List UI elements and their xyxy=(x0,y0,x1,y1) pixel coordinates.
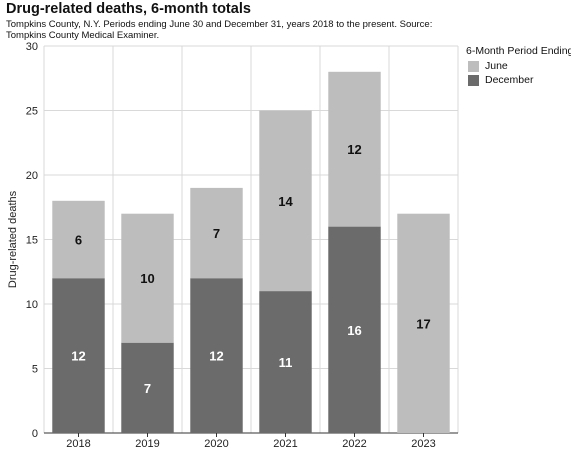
data-label-june-2020: 7 xyxy=(213,226,220,241)
legend-item-june: June xyxy=(466,60,571,72)
y-tick-label: 10 xyxy=(26,299,38,311)
bar-june-2019 xyxy=(121,213,174,343)
y-axis-label: Drug-related deaths xyxy=(7,190,19,288)
axes: 0 5 10 15 20 25 30 Drug-related deaths 2018 2019 2… xyxy=(7,41,458,450)
x-tick-label: 2021 xyxy=(273,438,297,450)
legend-swatch xyxy=(468,60,479,72)
y-tick-label: 25 xyxy=(26,106,38,118)
x-tick-label: 2022 xyxy=(342,438,366,450)
data-label-june-2022: 12 xyxy=(347,142,361,157)
chart-title: Drug-related deaths, 6-month totals xyxy=(6,1,251,17)
y-tick-label: 20 xyxy=(26,170,38,182)
chart-subtitle: Tompkins County, N.Y. Periods ending Jun… xyxy=(6,19,433,41)
bars xyxy=(52,71,450,433)
legend-label: December xyxy=(485,74,534,86)
y-tick-label: 15 xyxy=(26,235,38,247)
data-label-december-2020: 12 xyxy=(209,349,223,364)
x-tick-label: 2023 xyxy=(411,438,435,450)
data-label-december-2019: 7 xyxy=(144,381,151,396)
data-label-december-2022: 16 xyxy=(347,323,361,338)
bar-june-2018 xyxy=(52,200,105,279)
data-label-june-2023: 17 xyxy=(416,316,430,331)
data-label-june-2018: 6 xyxy=(75,233,82,248)
bar-june-2022 xyxy=(328,71,381,227)
bar-june-2021 xyxy=(259,110,312,292)
y-tick-label: 0 xyxy=(32,428,38,440)
y-tick-label: 5 xyxy=(32,364,38,376)
bar-june-2020 xyxy=(190,187,243,279)
y-tick-label: 30 xyxy=(26,41,38,53)
data-label-june-2021: 14 xyxy=(278,194,293,209)
bar-labels: 12 6 7 10 12 7 11 14 16 12 17 xyxy=(71,142,430,396)
legend-title: 6-Month Period Ending xyxy=(466,45,571,57)
legend-label: June xyxy=(485,60,508,72)
bar-december-2018 xyxy=(52,278,105,433)
legend: 6-Month Period Ending June December xyxy=(466,45,571,88)
legend-items: June December xyxy=(466,60,571,86)
bar-december-2020 xyxy=(190,278,243,433)
data-label-december-2018: 12 xyxy=(71,349,85,364)
x-tick-label: 2019 xyxy=(135,438,159,450)
bar-december-2019 xyxy=(121,342,174,433)
x-tick-label: 2018 xyxy=(66,438,90,450)
x-tick-label: 2020 xyxy=(204,438,228,450)
data-label-june-2019: 10 xyxy=(140,271,154,286)
bar-december-2022 xyxy=(328,226,381,433)
data-label-december-2021: 11 xyxy=(279,355,293,370)
legend-item-december: December xyxy=(466,74,571,86)
bar-december-2021 xyxy=(259,291,312,433)
legend-swatch xyxy=(468,74,479,86)
gridlines xyxy=(43,45,459,434)
bar-june-2023 xyxy=(397,213,450,433)
